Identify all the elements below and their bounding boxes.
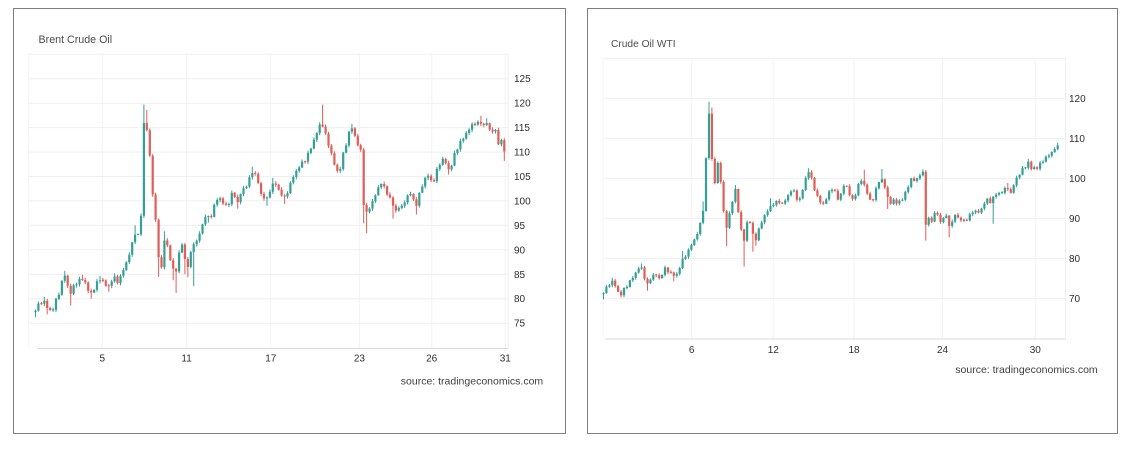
svg-text:6: 6 bbox=[689, 345, 695, 356]
svg-text:Crude Oil WTI: Crude Oil WTI bbox=[611, 39, 676, 50]
svg-text:source: tradingeconomics.com: source: tradingeconomics.com bbox=[401, 375, 544, 387]
svg-text:17: 17 bbox=[265, 354, 277, 365]
svg-text:90: 90 bbox=[514, 245, 526, 256]
svg-text:120: 120 bbox=[514, 99, 531, 110]
svg-text:105: 105 bbox=[514, 172, 531, 183]
svg-text:26: 26 bbox=[426, 354, 438, 365]
svg-text:12: 12 bbox=[768, 345, 780, 356]
svg-text:90: 90 bbox=[1069, 214, 1081, 225]
svg-text:Brent Crude Oil: Brent Crude Oil bbox=[39, 34, 113, 46]
svg-text:95: 95 bbox=[514, 221, 526, 232]
svg-text:30: 30 bbox=[1030, 345, 1042, 356]
svg-text:75: 75 bbox=[514, 319, 526, 330]
svg-text:100: 100 bbox=[514, 196, 531, 207]
svg-text:115: 115 bbox=[514, 123, 530, 134]
svg-text:120: 120 bbox=[1069, 94, 1086, 105]
svg-text:24: 24 bbox=[937, 345, 949, 356]
svg-text:125: 125 bbox=[514, 74, 531, 85]
svg-text:85: 85 bbox=[514, 270, 526, 281]
svg-text:110: 110 bbox=[1069, 134, 1085, 145]
svg-text:80: 80 bbox=[1069, 254, 1081, 265]
svg-text:70: 70 bbox=[1069, 294, 1081, 305]
svg-text:11: 11 bbox=[181, 354, 192, 365]
svg-text:23: 23 bbox=[354, 354, 366, 365]
svg-text:100: 100 bbox=[1069, 174, 1086, 185]
svg-text:110: 110 bbox=[514, 148, 530, 159]
svg-text:18: 18 bbox=[848, 345, 860, 356]
svg-text:31: 31 bbox=[500, 354, 512, 365]
svg-text:80: 80 bbox=[514, 294, 526, 305]
svg-text:5: 5 bbox=[100, 354, 106, 365]
svg-text:source: tradingeconomics.com: source: tradingeconomics.com bbox=[955, 364, 1098, 376]
